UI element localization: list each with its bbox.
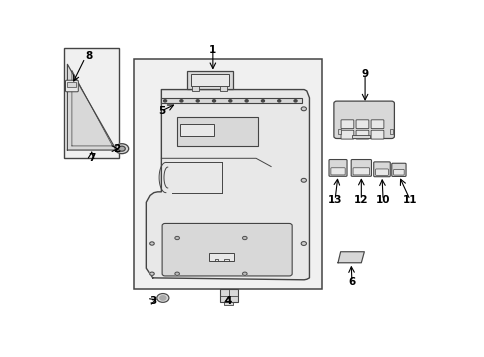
Text: 13: 13	[327, 195, 342, 205]
Circle shape	[244, 100, 248, 102]
FancyBboxPatch shape	[340, 120, 353, 129]
Circle shape	[261, 100, 264, 102]
Bar	[191, 74, 228, 86]
Text: 2: 2	[112, 144, 120, 154]
FancyBboxPatch shape	[330, 168, 345, 175]
FancyBboxPatch shape	[355, 130, 368, 139]
FancyBboxPatch shape	[391, 163, 405, 176]
Circle shape	[293, 100, 296, 102]
Circle shape	[150, 272, 154, 275]
Bar	[220, 86, 227, 91]
Bar	[177, 117, 257, 146]
Circle shape	[175, 236, 179, 240]
Circle shape	[301, 178, 306, 182]
Bar	[64, 48, 119, 158]
FancyBboxPatch shape	[375, 169, 388, 175]
Bar	[180, 124, 213, 136]
Bar	[337, 129, 340, 134]
Text: 11: 11	[402, 195, 417, 205]
Text: 1: 1	[209, 45, 216, 55]
FancyBboxPatch shape	[370, 120, 383, 129]
Circle shape	[160, 296, 166, 300]
FancyBboxPatch shape	[352, 168, 369, 175]
Bar	[224, 302, 233, 305]
Circle shape	[242, 236, 246, 240]
Circle shape	[301, 107, 306, 111]
FancyBboxPatch shape	[355, 120, 368, 129]
Bar	[209, 253, 233, 261]
Circle shape	[156, 293, 168, 302]
Text: 6: 6	[348, 277, 355, 287]
Circle shape	[180, 100, 182, 102]
Polygon shape	[146, 90, 309, 280]
Text: 10: 10	[375, 195, 390, 205]
FancyBboxPatch shape	[219, 289, 237, 302]
FancyBboxPatch shape	[350, 160, 371, 176]
Text: 12: 12	[353, 195, 368, 205]
FancyBboxPatch shape	[393, 169, 403, 175]
FancyBboxPatch shape	[328, 160, 347, 176]
Bar	[389, 129, 392, 134]
Circle shape	[228, 100, 231, 102]
Polygon shape	[67, 64, 116, 150]
FancyBboxPatch shape	[340, 130, 353, 139]
FancyBboxPatch shape	[187, 71, 232, 89]
Text: 5: 5	[157, 106, 165, 116]
FancyBboxPatch shape	[162, 223, 291, 276]
Circle shape	[212, 100, 215, 102]
Text: 4: 4	[224, 296, 231, 306]
Circle shape	[150, 242, 154, 245]
Polygon shape	[337, 252, 363, 263]
Circle shape	[242, 272, 246, 275]
Circle shape	[277, 100, 280, 102]
Circle shape	[175, 272, 179, 275]
Bar	[134, 59, 321, 289]
Text: 9: 9	[361, 70, 368, 80]
Text: 8: 8	[85, 51, 92, 61]
Bar	[192, 86, 198, 91]
FancyBboxPatch shape	[65, 80, 78, 92]
Text: 7: 7	[88, 153, 95, 163]
Text: 3: 3	[149, 296, 156, 306]
Bar	[161, 99, 302, 103]
Circle shape	[163, 100, 166, 102]
Circle shape	[118, 146, 125, 151]
FancyBboxPatch shape	[373, 162, 390, 177]
Circle shape	[301, 242, 306, 245]
Circle shape	[115, 144, 128, 154]
Bar	[67, 82, 76, 87]
FancyBboxPatch shape	[370, 130, 383, 139]
Bar	[351, 135, 369, 138]
Circle shape	[196, 100, 199, 102]
FancyBboxPatch shape	[333, 101, 393, 139]
